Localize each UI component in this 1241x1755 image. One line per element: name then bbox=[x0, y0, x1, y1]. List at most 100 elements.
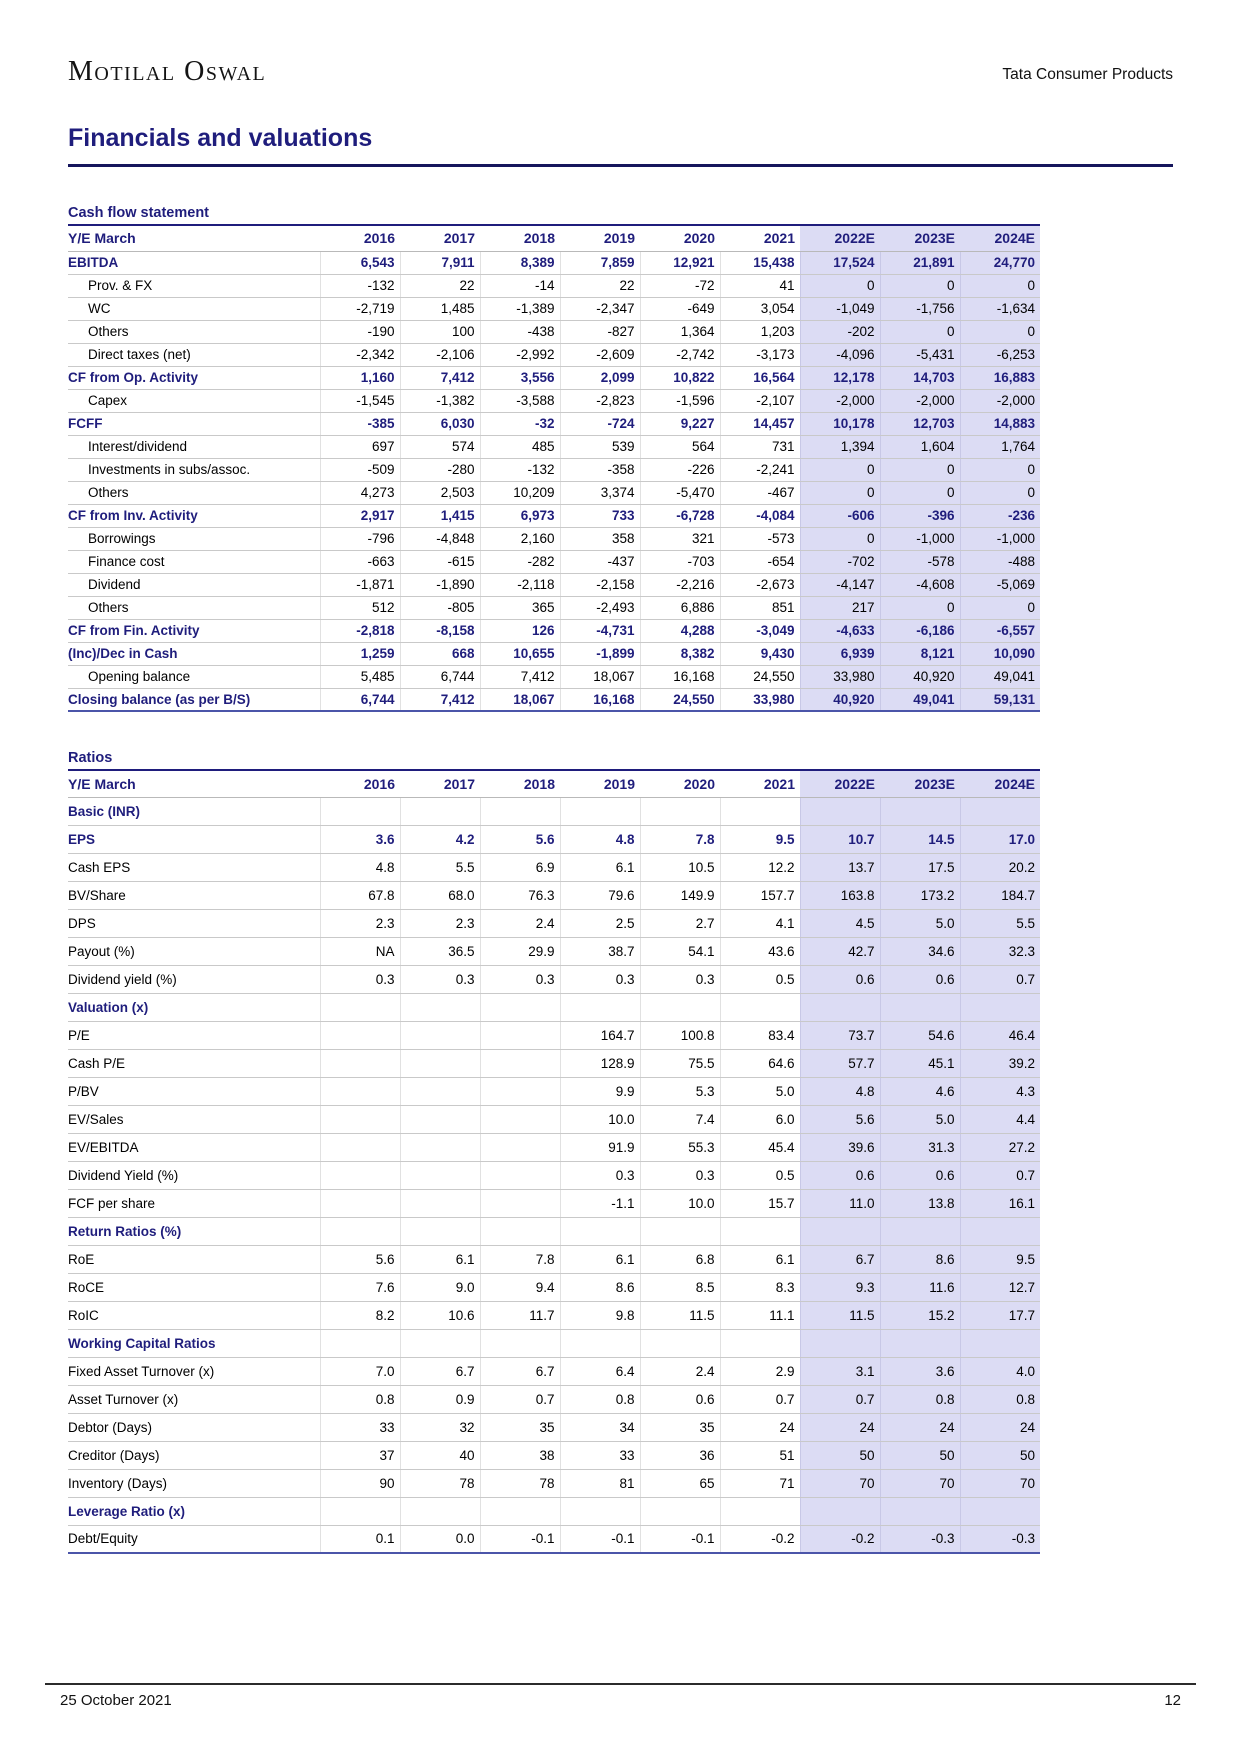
cell-value: 8.3 bbox=[719, 1273, 800, 1302]
cell-value: 11.5 bbox=[799, 1301, 880, 1330]
cell-value: -0.3 bbox=[959, 1525, 1040, 1554]
table-row: Prov. & FX -132 22 -14 22 -72 41 0 0 0 bbox=[68, 274, 1040, 298]
cell-value: 10,655 bbox=[479, 642, 560, 666]
cell-value: 11.7 bbox=[479, 1301, 560, 1330]
cell-value: 7,859 bbox=[559, 251, 640, 275]
cell-value: -1,000 bbox=[879, 527, 960, 551]
cell-value bbox=[959, 1329, 1040, 1358]
cell-value: 0 bbox=[879, 274, 960, 298]
table-row: Others -190 100 -438 -827 1,364 1,203 -202 0 0 bbox=[68, 320, 1040, 344]
cell-value: 2.7 bbox=[639, 909, 720, 938]
cell-value bbox=[639, 1217, 720, 1246]
row-label: Opening balance bbox=[68, 665, 320, 689]
cell-value: 3,556 bbox=[479, 366, 560, 390]
cell-value: 13.8 bbox=[879, 1189, 960, 1218]
year-column-header: 2023E bbox=[880, 769, 960, 798]
table-row: Dividend yield (%) 0.3 0.3 0.3 0.3 0.3 0.5 0.6 0… bbox=[68, 965, 1040, 994]
cell-value: 6.7 bbox=[479, 1357, 560, 1386]
cell-value: -1,000 bbox=[959, 527, 1040, 551]
cell-value: 6,939 bbox=[799, 642, 880, 666]
cell-value: 5.3 bbox=[639, 1077, 720, 1106]
cell-value: 9.0 bbox=[399, 1273, 480, 1302]
cell-value: 0 bbox=[799, 481, 880, 505]
cell-value: -1,634 bbox=[959, 297, 1040, 321]
cell-value: 14.5 bbox=[879, 825, 960, 854]
cell-value bbox=[399, 1105, 480, 1134]
cell-value bbox=[639, 993, 720, 1022]
cell-value: 10,178 bbox=[799, 412, 880, 436]
cell-value bbox=[479, 993, 560, 1022]
cell-value: 6.0 bbox=[719, 1105, 800, 1134]
cell-value: 24,550 bbox=[719, 665, 800, 689]
cell-value: 0 bbox=[799, 458, 880, 482]
footer-page-number: 12 bbox=[1164, 1692, 1181, 1709]
cell-value: 83.4 bbox=[719, 1021, 800, 1050]
row-label: FCF per share bbox=[68, 1189, 320, 1218]
cell-value: 0.6 bbox=[799, 965, 880, 994]
section-header-row: Basic (INR) bbox=[68, 797, 1040, 826]
row-label: Creditor (Days) bbox=[68, 1441, 320, 1470]
cell-value: -1,382 bbox=[399, 389, 480, 413]
row-label: Others bbox=[68, 320, 320, 344]
cell-value: 10,209 bbox=[479, 481, 560, 505]
cell-value: 485 bbox=[479, 435, 560, 459]
cell-value: 5.5 bbox=[959, 909, 1040, 938]
year-column-header: 2022E bbox=[800, 769, 880, 798]
cell-value bbox=[719, 797, 800, 826]
cell-value bbox=[319, 1077, 400, 1106]
cell-value: -8,158 bbox=[399, 619, 480, 643]
cell-value: 0.3 bbox=[479, 965, 560, 994]
cell-value: 90 bbox=[319, 1469, 400, 1498]
cell-value bbox=[399, 1049, 480, 1078]
cell-value bbox=[959, 993, 1040, 1022]
cell-value: -827 bbox=[559, 320, 640, 344]
cell-value: 4.4 bbox=[959, 1105, 1040, 1134]
cell-value: 70 bbox=[959, 1469, 1040, 1498]
cell-value: 0 bbox=[959, 481, 1040, 505]
table-row: Interest/dividend 697 574 485 539 564 731 1,394… bbox=[68, 435, 1040, 459]
page-footer: 25 October 2021 12 bbox=[45, 1683, 1196, 1709]
cell-value: 24,770 bbox=[959, 251, 1040, 275]
cell-value: 27.2 bbox=[959, 1133, 1040, 1162]
cell-value: 6.9 bbox=[479, 853, 560, 882]
cell-value: 6.4 bbox=[559, 1357, 640, 1386]
cell-value: -2,216 bbox=[639, 573, 720, 597]
cell-value: -5,470 bbox=[639, 481, 720, 505]
cell-value: 16,168 bbox=[559, 688, 640, 712]
cell-value: 6.7 bbox=[799, 1245, 880, 1274]
cell-value: 0.6 bbox=[799, 1161, 880, 1190]
cell-value: -72 bbox=[639, 274, 720, 298]
row-label: Dividend bbox=[68, 573, 320, 597]
row-label: FCFF bbox=[68, 412, 320, 436]
cell-value: -2,000 bbox=[879, 389, 960, 413]
cell-value: 39.6 bbox=[799, 1133, 880, 1162]
cell-value: 11.0 bbox=[799, 1189, 880, 1218]
row-label: EV/EBITDA bbox=[68, 1133, 320, 1162]
cell-value: 8.5 bbox=[639, 1273, 720, 1302]
cell-value bbox=[959, 797, 1040, 826]
cell-value bbox=[319, 1049, 400, 1078]
cell-value: 12,703 bbox=[879, 412, 960, 436]
row-label: Leverage Ratio (x) bbox=[68, 1497, 320, 1526]
row-label: Payout (%) bbox=[68, 937, 320, 966]
cell-value: -509 bbox=[319, 458, 400, 482]
cell-value: 0.7 bbox=[719, 1385, 800, 1414]
row-label: Debtor (Days) bbox=[68, 1413, 320, 1442]
cell-value: 7,412 bbox=[399, 366, 480, 390]
cell-value bbox=[559, 1497, 640, 1526]
cell-value: -0.2 bbox=[799, 1525, 880, 1554]
cell-value: -488 bbox=[959, 550, 1040, 574]
cell-value: -2,493 bbox=[559, 596, 640, 620]
cell-value: 4.5 bbox=[799, 909, 880, 938]
cell-value: 35 bbox=[479, 1413, 560, 1442]
cell-value: 1,203 bbox=[719, 320, 800, 344]
cell-value: 13.7 bbox=[799, 853, 880, 882]
row-label: Asset Turnover (x) bbox=[68, 1385, 320, 1414]
row-label: Others bbox=[68, 481, 320, 505]
total-row: CF from Op. Activity 1,160 7,412 3,556 2,099… bbox=[68, 366, 1040, 390]
cell-value: -438 bbox=[479, 320, 560, 344]
cell-value: 6,886 bbox=[639, 596, 720, 620]
cell-value: 539 bbox=[559, 435, 640, 459]
cell-value: 173.2 bbox=[879, 881, 960, 910]
cell-value: 40,920 bbox=[799, 688, 880, 712]
